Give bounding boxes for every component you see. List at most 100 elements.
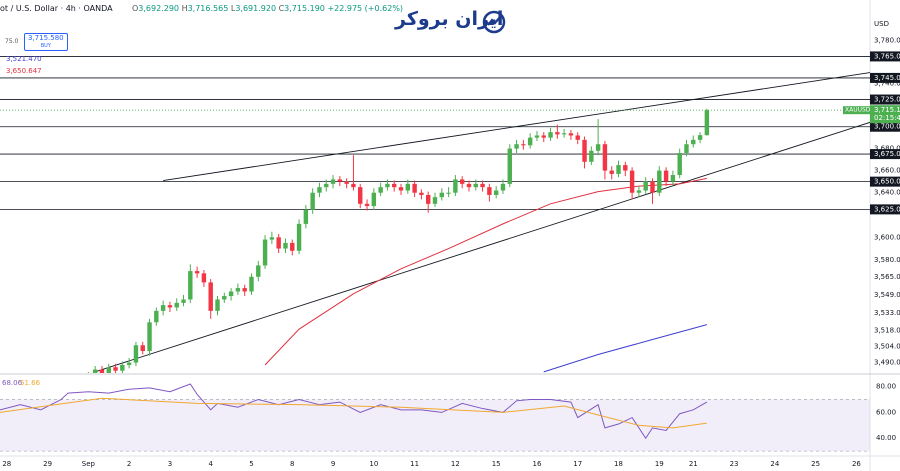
candle-body: [106, 367, 111, 373]
candle-body: [201, 273, 207, 283]
candle-body: [480, 183, 485, 188]
y-tick-label: 3,518.00: [874, 326, 900, 334]
y-tick-label: 3,533.00: [874, 309, 900, 317]
x-tick-label: 16: [532, 460, 541, 468]
candle-body: [636, 190, 642, 193]
candle-body: [446, 192, 451, 194]
candle-body: [609, 170, 614, 174]
y-tick-label: 60.00: [876, 408, 896, 416]
candle-body: [643, 181, 648, 191]
candle-body: [521, 144, 526, 146]
level-tag: [870, 94, 900, 105]
buy-label: BUY: [40, 43, 51, 49]
candle-body: [582, 139, 587, 162]
y-tick-label: 3,600.00: [874, 233, 900, 241]
spread: 75.0: [5, 38, 19, 45]
y-tick-label: 3,565.00: [874, 273, 900, 281]
candle-body: [514, 144, 519, 149]
y-tick-label: 3,549.00: [874, 291, 900, 299]
candle-body: [290, 242, 295, 251]
candle-body: [330, 179, 336, 184]
candle-body: [174, 302, 179, 308]
candle-body: [378, 187, 383, 193]
x-tick-label: 8: [290, 460, 294, 468]
buy-price: 3,715.580: [28, 34, 64, 42]
ohlc-key: L: [230, 4, 236, 13]
rsi-band: [0, 399, 870, 452]
candle-body: [629, 170, 635, 193]
candle-body: [235, 288, 241, 292]
candle-body: [358, 187, 363, 204]
x-tick-label: 28: [2, 460, 11, 468]
candle-body: [86, 374, 90, 379]
candle-body: [589, 150, 594, 162]
y-tick-label: 3,780.00: [874, 36, 900, 44]
candle-body: [92, 369, 98, 373]
candle-body: [296, 223, 302, 251]
candle-body: [459, 179, 465, 184]
candle-body: [228, 291, 234, 297]
x-tick-label: 2: [127, 460, 131, 468]
ohlc-key: O: [132, 4, 139, 13]
x-tick-label: Sep: [82, 460, 96, 468]
candle-body: [194, 271, 200, 274]
candle-body: [405, 183, 411, 191]
rsi-line: [0, 397, 707, 429]
x-tick-label: 25: [811, 460, 820, 468]
x-tick-label: 29: [43, 460, 52, 468]
ohlc-value: 3,716.565: [187, 4, 229, 13]
candle-body: [188, 271, 193, 300]
ohlc-value: 3,691.920: [235, 4, 277, 13]
candle-body: [167, 305, 173, 308]
level-label: 3,625.00: [874, 205, 900, 213]
candle-body: [473, 183, 478, 188]
candle-body: [337, 179, 343, 182]
layer: [0, 383, 870, 452]
symbol-title: ot / U.S. Dollar · 4h · OANDA: [0, 4, 113, 13]
candle-body: [113, 367, 118, 371]
candle-body: [99, 369, 105, 373]
candle-body: [385, 183, 390, 188]
logo: ایران بروکر: [395, 8, 504, 30]
x-tick-label: 9: [331, 460, 335, 468]
level-tag: [870, 176, 900, 187]
ohlc-key: H: [181, 4, 188, 13]
candle-body: [657, 170, 662, 193]
level-label: 3,675.00: [874, 150, 900, 158]
candle-body: [541, 135, 546, 138]
level-tag: [870, 149, 900, 160]
candle-body: [215, 299, 220, 311]
level-tag: [870, 51, 900, 62]
ohlc-change: +22.975 (+0.62%): [327, 4, 404, 13]
candle-body: [147, 322, 152, 352]
candle-body: [412, 183, 417, 193]
candle-body: [534, 135, 540, 138]
x-tick-label: 10: [369, 460, 378, 468]
y-tick-label: 3,580.00: [874, 256, 900, 264]
candle-body: [222, 296, 227, 300]
candle-body: [453, 179, 458, 193]
candle-body: [575, 135, 580, 140]
symbol-label: XAUUSD: [845, 107, 871, 114]
y-tick-label: 80.00: [876, 383, 896, 391]
candle-body: [684, 144, 689, 153]
last-price-label: 3,715.19: [874, 106, 900, 114]
ohlc-readout: O3,692.290 H3,716.565 L3,691.920 C3,715.…: [132, 4, 403, 13]
candle-body: [500, 183, 506, 191]
rsi-line: [0, 383, 708, 440]
candle-body: [677, 152, 682, 176]
candle-body: [704, 110, 710, 136]
candle-body: [181, 299, 186, 303]
candle-body: [324, 183, 329, 188]
candle-body: [351, 183, 356, 188]
buy-button[interactable]: 3,715.580 BUY: [24, 33, 68, 51]
candle-body: [160, 305, 166, 311]
rsi-legend-value: 68.06: [2, 379, 23, 387]
x-tick-label: 19: [655, 460, 664, 468]
x-tick-label: 11: [410, 460, 419, 468]
moving-average: [264, 177, 707, 366]
candle-body: [364, 203, 370, 207]
x-tick-label: 3: [168, 460, 172, 468]
candle-body: [269, 237, 275, 240]
candle-body: [398, 187, 404, 191]
